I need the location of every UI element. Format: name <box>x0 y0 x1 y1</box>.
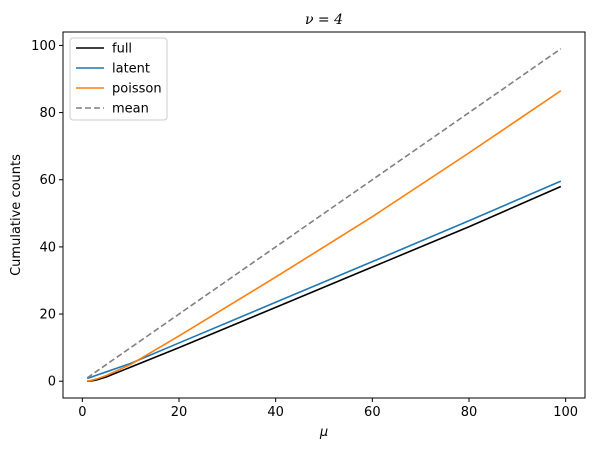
y-tick-label: 80 <box>39 106 56 121</box>
y-tick-label: 20 <box>39 308 56 323</box>
series-line-mean <box>86 48 562 379</box>
x-tick-label: 80 <box>461 405 478 420</box>
y-tick-label: 100 <box>31 39 56 54</box>
y-axis-ticks: 0 20 40 60 80 100 <box>31 39 63 390</box>
y-tick-label: 0 <box>48 375 56 390</box>
y-tick-label: 60 <box>39 173 56 188</box>
legend-label-full: full <box>112 42 132 57</box>
series-lines <box>86 48 562 383</box>
legend-label-latent: latent <box>112 62 150 77</box>
x-tick-label: 20 <box>171 405 188 420</box>
y-axis-label: Cumulative counts <box>9 154 24 276</box>
x-axis-label: μ <box>319 425 328 440</box>
legend-box <box>69 37 168 121</box>
y-tick-label: 40 <box>39 240 56 255</box>
x-axis-ticks: 0 20 40 60 80 100 <box>78 398 578 420</box>
legend-label-mean: mean <box>112 102 149 117</box>
legend: full latent poisson mean <box>69 37 168 121</box>
x-tick-label: 40 <box>267 405 284 420</box>
chart-title: ν = 4 <box>305 12 343 28</box>
x-tick-label: 60 <box>364 405 381 420</box>
legend-label-poisson: poisson <box>112 82 162 97</box>
x-tick-label: 0 <box>78 405 86 420</box>
series-line-poisson <box>87 90 562 382</box>
plot-area: 0 20 40 60 80 100 0 20 40 60 80 100 <box>31 31 586 420</box>
axes-frame <box>62 31 586 399</box>
series-line-full <box>87 185 562 383</box>
series-line-latent <box>86 180 562 380</box>
x-tick-label: 100 <box>553 405 578 420</box>
